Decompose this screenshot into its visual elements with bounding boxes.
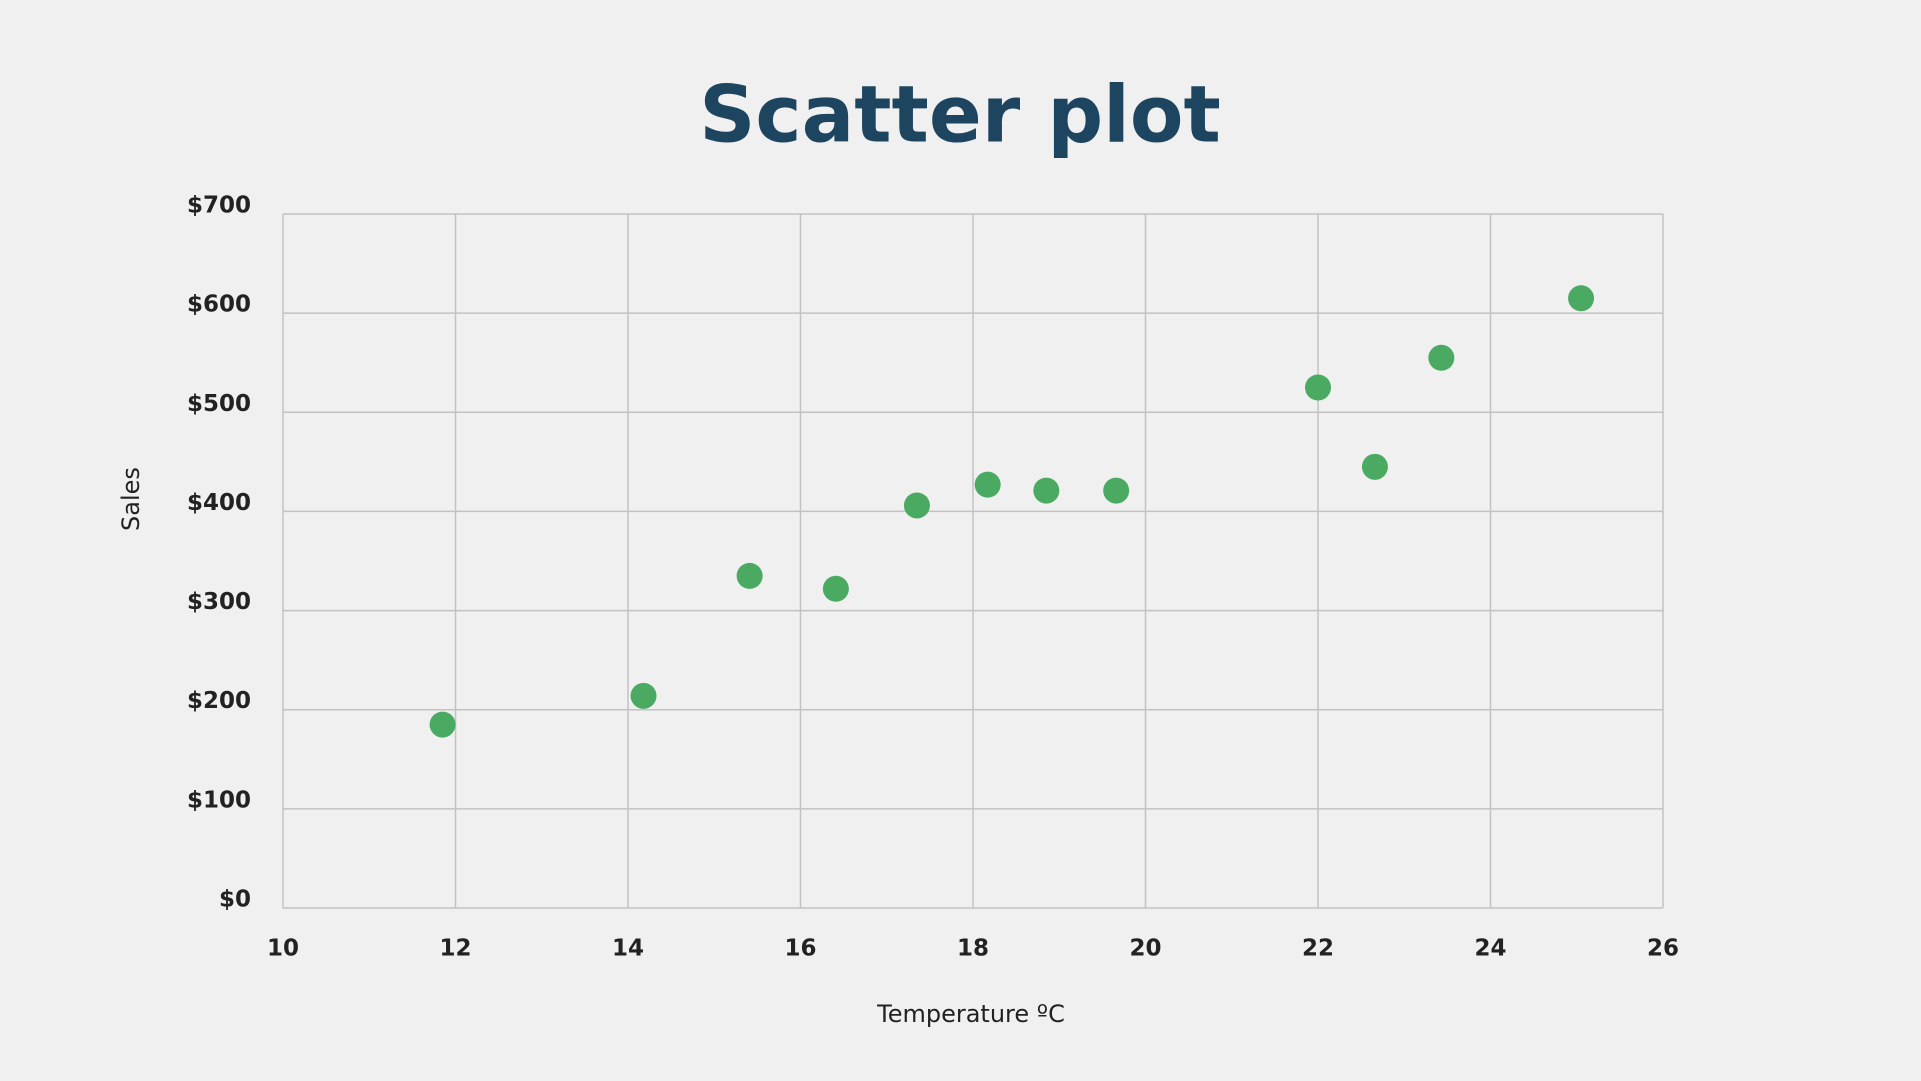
x-tick-label: 12 [439,936,471,962]
x-axis-label: Temperature ºC [876,1000,1065,1028]
y-tick-label: $0 [219,887,251,913]
point [736,562,763,589]
point [974,471,1001,498]
x-tick-label: 20 [1129,936,1161,962]
point [1103,477,1130,504]
point [1305,374,1331,401]
chart-title: Scatter plot [699,70,1221,160]
y-tick-label: $500 [187,391,251,417]
y-tick-label: $300 [187,589,251,615]
point [903,492,930,519]
point [822,575,849,602]
y-tick-label: $400 [187,490,251,516]
y-tick-label: $600 [187,292,251,318]
x-tick-label: 18 [957,936,989,962]
point [429,711,456,738]
point [1033,477,1060,504]
x-tick-label: 14 [612,936,644,962]
y-tick-label: $200 [187,688,251,714]
y-tick-label: $700 [187,193,251,219]
x-tick-label: 10 [267,936,299,962]
y-axis-label: Sales [117,467,145,531]
y-tick-label: $100 [187,787,251,813]
point [1361,453,1388,480]
point [630,682,657,709]
x-tick-label: 16 [784,936,816,962]
x-tick-label: 26 [1647,936,1679,962]
point [1428,344,1455,371]
x-tick-label: 24 [1474,936,1506,962]
x-tick-label: 22 [1302,936,1334,962]
point [1568,285,1595,312]
